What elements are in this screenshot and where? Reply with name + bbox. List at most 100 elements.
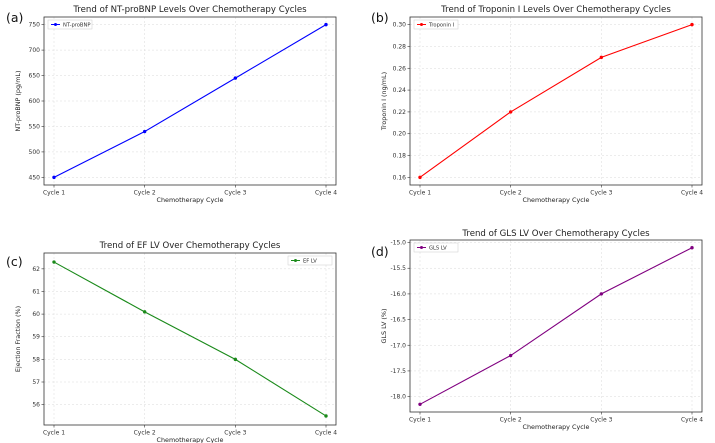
x-tick-label: Cycle 2 <box>500 417 522 424</box>
panel-label: (d) <box>371 244 389 259</box>
x-tick-label: Cycle 1 <box>43 430 65 437</box>
y-tick-label: 0.26 <box>393 65 407 72</box>
x-tick-label: Cycle 2 <box>134 190 156 197</box>
plot-frame <box>43 252 337 426</box>
legend-marker <box>420 246 423 249</box>
x-tick-label: Cycle 3 <box>224 190 246 197</box>
chart-panel-4: (d) Trend of GLS LV Over Chemotherapy Cyc… <box>371 229 703 431</box>
y-tick-label: 650 <box>29 73 41 80</box>
series-line <box>419 247 693 405</box>
y-tick-label: 0.28 <box>393 43 407 50</box>
y-tick-label: -17.5 <box>390 368 406 375</box>
y-axis-label: GLS LV (%) <box>380 309 388 344</box>
y-tick-label: 0.18 <box>393 153 407 160</box>
legend-marker <box>54 23 57 26</box>
data-point <box>690 22 694 27</box>
series-line <box>53 261 327 417</box>
data-point <box>690 246 694 250</box>
y-tick-label: 57 <box>32 379 40 386</box>
y-tick-label: 0.20 <box>393 131 407 138</box>
y-tick-label: 750 <box>29 22 41 29</box>
data-point <box>233 357 238 362</box>
series-line <box>419 24 693 178</box>
chart-panel-2: (b) Trend of Troponin I Levels Over Chemo… <box>371 5 703 204</box>
panel-label: (a) <box>6 10 23 25</box>
y-tick-label: 62 <box>32 266 40 273</box>
legend-box <box>47 19 93 30</box>
legend-box <box>287 255 333 266</box>
legend-marker <box>420 23 423 26</box>
y-tick-label: 56 <box>32 402 40 409</box>
chart-title: Trend of GLS LV Over Chemotherapy Cycles <box>461 229 650 239</box>
chart-panel-3: (c) Trend of EF LV Over Chemotherapy Cycl… <box>6 241 337 443</box>
x-axis-label: Chemotherapy Cycle <box>523 196 590 204</box>
legend-label: EF LV <box>303 258 317 264</box>
y-tick-label: 600 <box>29 98 41 105</box>
chart-panel-1: (a) Trend of NT-proBNP Levels Over Chemot… <box>6 5 337 204</box>
data-point <box>52 260 56 264</box>
x-tick-label: Cycle 3 <box>590 190 612 197</box>
y-tick-label: 0.24 <box>393 87 407 94</box>
x-tick-label: Cycle 3 <box>224 430 246 437</box>
data-point <box>599 55 604 60</box>
y-tick-label: -15.0 <box>390 240 406 247</box>
data-point <box>324 414 328 418</box>
x-tick-label: Cycle 3 <box>590 417 612 424</box>
legend-label: Troponin I <box>428 22 455 28</box>
chart-title: Trend of Troponin I Levels Over Chemothe… <box>440 5 671 15</box>
y-axis-label: NT-proBNP (pg/mL) <box>14 71 22 132</box>
x-tick-label: Cycle 4 <box>681 417 703 424</box>
y-tick-label: -16.0 <box>390 291 406 298</box>
x-tick-label: Cycle 4 <box>681 190 703 197</box>
data-point <box>52 175 56 180</box>
chart-title: Trend of EF LV Over Chemotherapy Cycles <box>99 241 281 251</box>
y-tick-label: 0.30 <box>393 22 407 29</box>
y-tick-label: 700 <box>29 47 41 54</box>
y-tick-label: 500 <box>29 149 41 156</box>
data-point <box>142 310 147 314</box>
plot-frame <box>409 16 703 186</box>
data-point <box>418 402 422 406</box>
data-point <box>233 76 238 80</box>
x-axis-label: Chemotherapy Cycle <box>157 196 224 204</box>
x-tick-label: Cycle 4 <box>315 190 337 197</box>
y-tick-label: -17.0 <box>390 342 406 349</box>
y-tick-label: 0.16 <box>393 174 407 181</box>
y-tick-label: 61 <box>32 288 40 295</box>
data-point <box>142 129 147 134</box>
plot-frame <box>409 239 703 413</box>
x-tick-label: Cycle 2 <box>134 430 156 437</box>
y-tick-label: 450 <box>29 174 41 181</box>
legend-marker <box>294 259 297 262</box>
legend-box <box>413 19 459 30</box>
legend-label: GLS LV <box>429 245 447 251</box>
data-point <box>599 292 604 296</box>
y-axis-label: Troponin I (ng/mL) <box>380 72 388 131</box>
y-tick-label: 58 <box>32 356 40 363</box>
series-line <box>53 24 327 178</box>
x-tick-label: Cycle 1 <box>43 190 65 197</box>
panel-label: (c) <box>6 254 23 269</box>
x-tick-label: Cycle 1 <box>409 417 431 424</box>
chart-title: Trend of NT-proBNP Levels Over Chemother… <box>72 5 307 15</box>
y-tick-label: 59 <box>32 334 40 341</box>
x-tick-label: Cycle 4 <box>315 430 337 437</box>
y-tick-label: -18.0 <box>390 394 406 401</box>
y-tick-label: 60 <box>32 311 40 318</box>
y-tick-label: 0.22 <box>393 109 407 116</box>
x-axis-label: Chemotherapy Cycle <box>523 423 590 431</box>
x-tick-label: Cycle 1 <box>409 190 431 197</box>
y-axis-label: Ejection Fraction (%) <box>14 306 22 372</box>
data-point <box>508 353 513 358</box>
legend-box <box>413 242 459 253</box>
y-tick-label: 550 <box>29 123 41 130</box>
legend-label: NT-proBNP <box>63 22 91 28</box>
panel-label: (b) <box>371 10 389 25</box>
x-tick-label: Cycle 2 <box>500 190 522 197</box>
y-tick-label: -16.5 <box>390 317 406 324</box>
data-point <box>418 175 422 180</box>
data-point <box>508 110 513 114</box>
y-tick-label: -15.5 <box>390 265 406 272</box>
x-axis-label: Chemotherapy Cycle <box>157 436 224 443</box>
